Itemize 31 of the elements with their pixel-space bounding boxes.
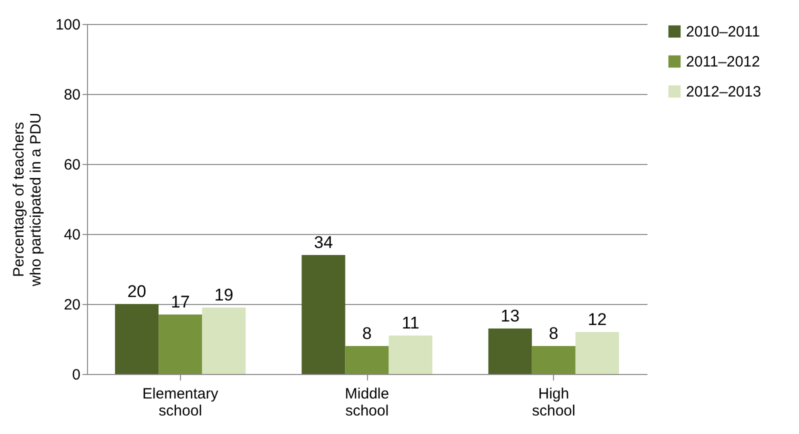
bar — [488, 328, 532, 374]
data-label: 11 — [402, 314, 420, 332]
y-tick-label: 40 — [64, 226, 80, 244]
data-label: 17 — [170, 292, 190, 312]
bar — [158, 314, 202, 374]
bar — [532, 346, 576, 374]
data-label: 8 — [548, 324, 558, 343]
legend-label: 2012–2013 — [686, 84, 762, 100]
bar — [202, 308, 246, 374]
bar — [302, 255, 346, 374]
data-label: 20 — [127, 282, 146, 301]
y-tick-label: 80 — [64, 86, 80, 104]
y-tick-label: 100 — [55, 16, 80, 34]
data-label: 34 — [314, 233, 333, 252]
bar — [388, 336, 432, 374]
y-tick-label: 20 — [64, 296, 80, 314]
y-axis-title: Percentage of teachers who participated in a PDU — [10, 112, 44, 288]
legend-label: 2011–2012 — [686, 54, 760, 70]
x-tick-label: High school — [532, 386, 576, 420]
bar — [575, 332, 619, 374]
y-tick-label: 0 — [72, 366, 80, 384]
y-tick-label: 60 — [64, 156, 80, 174]
data-label: 12 — [588, 310, 607, 329]
x-tick-label: Middle school — [344, 386, 390, 420]
bar — [345, 346, 389, 374]
data-label: 19 — [214, 286, 234, 304]
data-label: 8 — [362, 324, 372, 343]
legend-label: 2010–2011 — [686, 24, 760, 40]
bar — [115, 304, 159, 374]
x-tick-label: Elementary school — [142, 386, 219, 420]
data-label: 13 — [500, 306, 520, 326]
